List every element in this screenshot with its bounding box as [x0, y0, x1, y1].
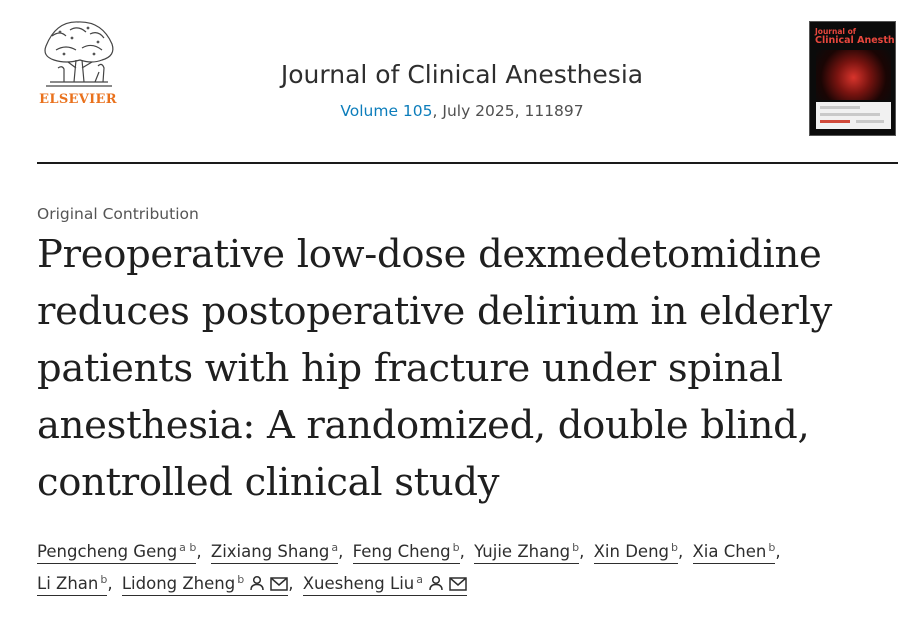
author-affiliation: a: [416, 573, 423, 586]
author-affiliation: b: [572, 541, 580, 554]
author-link[interactable]: Pengcheng Geng a b: [37, 537, 197, 564]
author-name: Pengcheng Geng: [37, 542, 178, 561]
author-link[interactable]: Li Zhan b: [37, 569, 108, 596]
cover-photo: [816, 50, 891, 100]
envelope-icon: [270, 577, 288, 591]
cover-title-line2: Clinical Anesthesia: [815, 35, 895, 46]
issue-details: , July 2025, 111897: [432, 102, 584, 120]
issue-info: Volume 105, July 2025, 111897: [150, 102, 774, 120]
article-type: Original Contribution: [37, 205, 199, 223]
author-affiliation: a: [331, 541, 339, 554]
cover-figure-panel: [816, 102, 891, 129]
author-name: Yujie Zhang: [474, 542, 571, 561]
elsevier-tree-icon: [44, 21, 114, 87]
publisher-name: ELSEVIER: [39, 92, 117, 107]
author-link[interactable]: Xin Deng b: [593, 537, 678, 564]
elsevier-logo[interactable]: [36, 16, 120, 108]
author-name: Lidong Zheng: [121, 574, 236, 593]
author-affiliation: b: [452, 541, 460, 554]
author-name: Li Zhan: [37, 574, 99, 593]
header-divider: [37, 162, 898, 164]
author-name: Feng Cheng: [352, 542, 451, 561]
article-title: Preoperative low-dose dexmedetomidine re…: [37, 232, 832, 505]
author-link[interactable]: Lidong Zheng b: [121, 569, 289, 596]
author-link[interactable]: Yujie Zhang b: [474, 537, 580, 564]
author-name: Xia Chen: [692, 542, 767, 561]
author-affiliation: a b: [179, 541, 197, 554]
author-link[interactable]: Xuesheng Liu a: [302, 569, 467, 596]
author-name: Zixiang Shang: [210, 542, 330, 561]
author-list: Pengcheng Geng a b, Zixiang Shang a, Feng …: [37, 536, 897, 600]
author-affiliation: b: [237, 573, 245, 586]
author-name: Xuesheng Liu: [302, 574, 415, 593]
envelope-icon: [449, 577, 467, 591]
author-affiliation: b: [100, 573, 108, 586]
author-link[interactable]: Xia Chen b: [692, 537, 776, 564]
author-link[interactable]: Feng Cheng b: [352, 537, 460, 564]
person-icon: [429, 575, 443, 591]
volume-link[interactable]: Volume 105: [340, 102, 433, 120]
journal-cover-image[interactable]: Journal of Clinical Anesthesia: [809, 21, 896, 136]
author-affiliation: b: [768, 541, 776, 554]
cover-title-line1: Journal of: [815, 27, 856, 36]
author-link[interactable]: Zixiang Shang a: [210, 537, 339, 564]
person-icon: [250, 575, 264, 591]
journal-title-link[interactable]: Journal of Clinical Anesthesia: [280, 60, 644, 89]
author-affiliation: b: [671, 541, 678, 554]
author-name: Xin Deng: [593, 542, 670, 561]
